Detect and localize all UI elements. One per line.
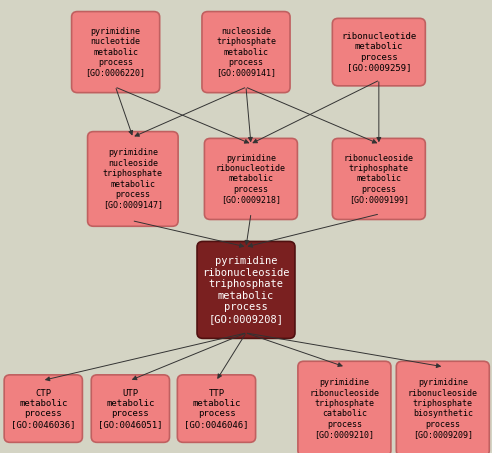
- FancyBboxPatch shape: [72, 12, 159, 93]
- FancyBboxPatch shape: [88, 132, 178, 226]
- Text: pyrimidine
ribonucleoside
triphosphate
metabolic
process
[GO:0009208]: pyrimidine ribonucleoside triphosphate m…: [202, 256, 290, 324]
- Text: pyrimidine
nucleotide
metabolic
process
[GO:0006220]: pyrimidine nucleotide metabolic process …: [86, 27, 146, 77]
- Text: TTP
metabolic
process
[GO:0046046]: TTP metabolic process [GO:0046046]: [184, 389, 249, 429]
- Text: CTP
metabolic
process
[GO:0046036]: CTP metabolic process [GO:0046036]: [11, 389, 76, 429]
- FancyBboxPatch shape: [397, 361, 489, 453]
- FancyBboxPatch shape: [298, 361, 391, 453]
- Text: UTP
metabolic
process
[GO:0046051]: UTP metabolic process [GO:0046051]: [98, 389, 163, 429]
- Text: ribonucleotide
metabolic
process
[GO:0009259]: ribonucleotide metabolic process [GO:000…: [341, 32, 416, 72]
- FancyBboxPatch shape: [92, 375, 170, 442]
- Text: pyrimidine
ribonucleotide
metabolic
process
[GO:0009218]: pyrimidine ribonucleotide metabolic proc…: [216, 154, 286, 204]
- Text: pyrimidine
ribonucleoside
triphosphate
biosynthetic
process
[GO:0009209]: pyrimidine ribonucleoside triphosphate b…: [408, 378, 478, 439]
- FancyBboxPatch shape: [333, 18, 425, 86]
- Text: pyrimidine
nucleoside
triphosphate
metabolic
process
[GO:0009147]: pyrimidine nucleoside triphosphate metab…: [103, 149, 163, 209]
- FancyBboxPatch shape: [202, 12, 290, 93]
- Text: pyrimidine
ribonucleoside
triphosphate
catabolic
process
[GO:0009210]: pyrimidine ribonucleoside triphosphate c…: [309, 378, 379, 439]
- FancyBboxPatch shape: [4, 375, 83, 442]
- FancyBboxPatch shape: [333, 139, 425, 220]
- Text: nucleoside
triphosphate
metabolic
process
[GO:0009141]: nucleoside triphosphate metabolic proces…: [216, 27, 276, 77]
- FancyBboxPatch shape: [205, 139, 298, 220]
- Text: ribonucleoside
triphosphate
metabolic
process
[GO:0009199]: ribonucleoside triphosphate metabolic pr…: [344, 154, 414, 204]
- FancyBboxPatch shape: [177, 375, 256, 442]
- FancyBboxPatch shape: [197, 241, 295, 338]
